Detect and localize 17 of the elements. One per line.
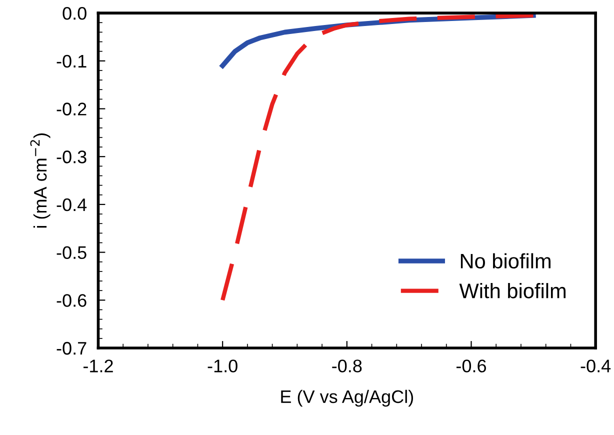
y-tick-label: -0.7 (56, 342, 86, 355)
y-tick-label: -0.3 (56, 150, 86, 164)
x-tick-label: -0.4 (580, 360, 611, 372)
x-tick-label: -1.0 (208, 360, 238, 372)
y-tick-label: -0.5 (56, 246, 86, 260)
legend-label: With biofilm (459, 283, 566, 298)
x-tick-label: -1.2 (83, 360, 113, 372)
y-tick-label: 0.0 (62, 6, 86, 20)
x-tick-label: -0.6 (456, 360, 486, 372)
y-tick-label: -0.6 (56, 294, 86, 307)
legend-label: No biofilm (460, 253, 550, 268)
y-tick-label: -0.1 (56, 54, 86, 68)
y-tick-label: -0.2 (56, 102, 86, 116)
y-axis-title: i (mA cm$^{−2}$) (30, 133, 50, 228)
x-tick-label: -0.8 (332, 360, 362, 372)
y-tick-label: -0.4 (56, 198, 87, 212)
x-axis-title: E (V vs Ag/AgCl) (281, 390, 414, 407)
